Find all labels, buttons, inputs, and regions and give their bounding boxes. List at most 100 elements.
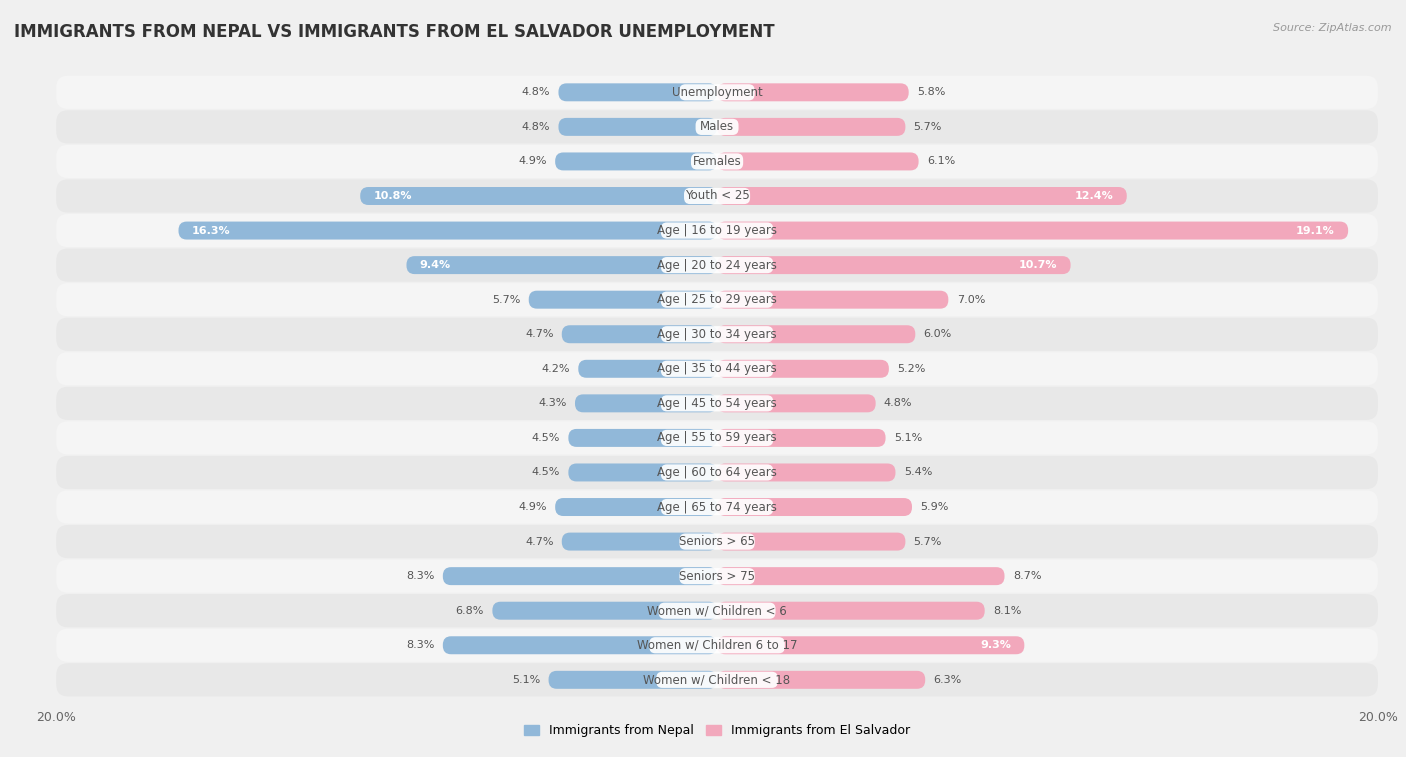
FancyBboxPatch shape [56, 525, 1378, 558]
Text: 5.7%: 5.7% [914, 537, 942, 547]
FancyBboxPatch shape [661, 326, 773, 342]
Text: 8.1%: 8.1% [993, 606, 1021, 615]
Text: 4.5%: 4.5% [531, 468, 560, 478]
Text: Unemployment: Unemployment [672, 86, 762, 99]
Text: IMMIGRANTS FROM NEPAL VS IMMIGRANTS FROM EL SALVADOR UNEMPLOYMENT: IMMIGRANTS FROM NEPAL VS IMMIGRANTS FROM… [14, 23, 775, 41]
Text: 6.0%: 6.0% [924, 329, 952, 339]
FancyBboxPatch shape [679, 84, 755, 101]
FancyBboxPatch shape [696, 119, 738, 135]
FancyBboxPatch shape [56, 214, 1378, 247]
Text: 5.8%: 5.8% [917, 87, 945, 98]
Text: 4.9%: 4.9% [519, 157, 547, 167]
FancyBboxPatch shape [661, 430, 773, 446]
Text: Age | 30 to 34 years: Age | 30 to 34 years [657, 328, 778, 341]
Text: Age | 25 to 29 years: Age | 25 to 29 years [657, 293, 778, 306]
FancyBboxPatch shape [717, 152, 918, 170]
FancyBboxPatch shape [717, 602, 984, 620]
Text: 4.7%: 4.7% [524, 329, 554, 339]
Legend: Immigrants from Nepal, Immigrants from El Salvador: Immigrants from Nepal, Immigrants from E… [519, 719, 915, 743]
Text: 16.3%: 16.3% [191, 226, 231, 235]
Text: Women w/ Children < 18: Women w/ Children < 18 [644, 673, 790, 687]
FancyBboxPatch shape [717, 222, 1348, 239]
FancyBboxPatch shape [56, 283, 1378, 316]
FancyBboxPatch shape [661, 360, 773, 377]
Text: 4.9%: 4.9% [519, 502, 547, 512]
Text: 4.2%: 4.2% [541, 364, 569, 374]
Text: 4.8%: 4.8% [522, 122, 550, 132]
Text: 5.4%: 5.4% [904, 468, 932, 478]
FancyBboxPatch shape [56, 145, 1378, 178]
Text: Age | 60 to 64 years: Age | 60 to 64 years [657, 466, 778, 479]
FancyBboxPatch shape [558, 118, 717, 136]
FancyBboxPatch shape [690, 154, 744, 170]
FancyBboxPatch shape [56, 491, 1378, 524]
Text: 8.7%: 8.7% [1012, 571, 1042, 581]
FancyBboxPatch shape [568, 463, 717, 481]
FancyBboxPatch shape [717, 498, 912, 516]
FancyBboxPatch shape [555, 498, 717, 516]
Text: 5.1%: 5.1% [894, 433, 922, 443]
Text: 5.7%: 5.7% [914, 122, 942, 132]
FancyBboxPatch shape [56, 663, 1378, 696]
FancyBboxPatch shape [717, 326, 915, 343]
FancyBboxPatch shape [717, 637, 1025, 654]
Text: Age | 45 to 54 years: Age | 45 to 54 years [657, 397, 778, 410]
Text: 12.4%: 12.4% [1074, 191, 1114, 201]
FancyBboxPatch shape [56, 318, 1378, 350]
Text: Women w/ Children < 6: Women w/ Children < 6 [647, 604, 787, 617]
Text: Seniors > 65: Seniors > 65 [679, 535, 755, 548]
FancyBboxPatch shape [717, 429, 886, 447]
Text: 4.8%: 4.8% [884, 398, 912, 408]
FancyBboxPatch shape [562, 326, 717, 343]
Text: 6.8%: 6.8% [456, 606, 484, 615]
FancyBboxPatch shape [56, 111, 1378, 144]
FancyBboxPatch shape [717, 118, 905, 136]
FancyBboxPatch shape [56, 559, 1378, 593]
FancyBboxPatch shape [658, 603, 776, 618]
Text: Seniors > 75: Seniors > 75 [679, 570, 755, 583]
Text: Age | 20 to 24 years: Age | 20 to 24 years [657, 259, 778, 272]
FancyBboxPatch shape [443, 567, 717, 585]
FancyBboxPatch shape [529, 291, 717, 309]
Text: 5.7%: 5.7% [492, 294, 520, 304]
Text: 9.4%: 9.4% [419, 260, 451, 270]
Text: 8.3%: 8.3% [406, 640, 434, 650]
FancyBboxPatch shape [661, 257, 773, 273]
FancyBboxPatch shape [56, 594, 1378, 628]
Text: 5.2%: 5.2% [897, 364, 925, 374]
Text: 10.8%: 10.8% [374, 191, 412, 201]
Text: Females: Females [693, 155, 741, 168]
Text: 4.7%: 4.7% [524, 537, 554, 547]
Text: 7.0%: 7.0% [956, 294, 986, 304]
Text: Age | 35 to 44 years: Age | 35 to 44 years [657, 363, 778, 375]
FancyBboxPatch shape [555, 152, 717, 170]
Text: 19.1%: 19.1% [1296, 226, 1334, 235]
FancyBboxPatch shape [56, 387, 1378, 420]
Text: Age | 55 to 59 years: Age | 55 to 59 years [657, 431, 778, 444]
FancyBboxPatch shape [56, 179, 1378, 213]
Text: 8.3%: 8.3% [406, 571, 434, 581]
FancyBboxPatch shape [492, 602, 717, 620]
FancyBboxPatch shape [717, 394, 876, 413]
Text: Source: ZipAtlas.com: Source: ZipAtlas.com [1274, 23, 1392, 33]
Text: 6.1%: 6.1% [927, 157, 955, 167]
FancyBboxPatch shape [558, 83, 717, 101]
Text: Women w/ Children 6 to 17: Women w/ Children 6 to 17 [637, 639, 797, 652]
Text: Age | 16 to 19 years: Age | 16 to 19 years [657, 224, 778, 237]
FancyBboxPatch shape [575, 394, 717, 413]
FancyBboxPatch shape [717, 671, 925, 689]
Text: 5.1%: 5.1% [512, 674, 540, 685]
FancyBboxPatch shape [661, 223, 773, 238]
FancyBboxPatch shape [406, 256, 717, 274]
FancyBboxPatch shape [717, 256, 1070, 274]
FancyBboxPatch shape [717, 83, 908, 101]
FancyBboxPatch shape [360, 187, 717, 205]
FancyBboxPatch shape [56, 422, 1378, 454]
Text: 4.3%: 4.3% [538, 398, 567, 408]
Text: Age | 65 to 74 years: Age | 65 to 74 years [657, 500, 778, 513]
FancyBboxPatch shape [548, 671, 717, 689]
FancyBboxPatch shape [179, 222, 717, 239]
FancyBboxPatch shape [717, 291, 948, 309]
FancyBboxPatch shape [661, 291, 773, 308]
FancyBboxPatch shape [717, 533, 905, 550]
